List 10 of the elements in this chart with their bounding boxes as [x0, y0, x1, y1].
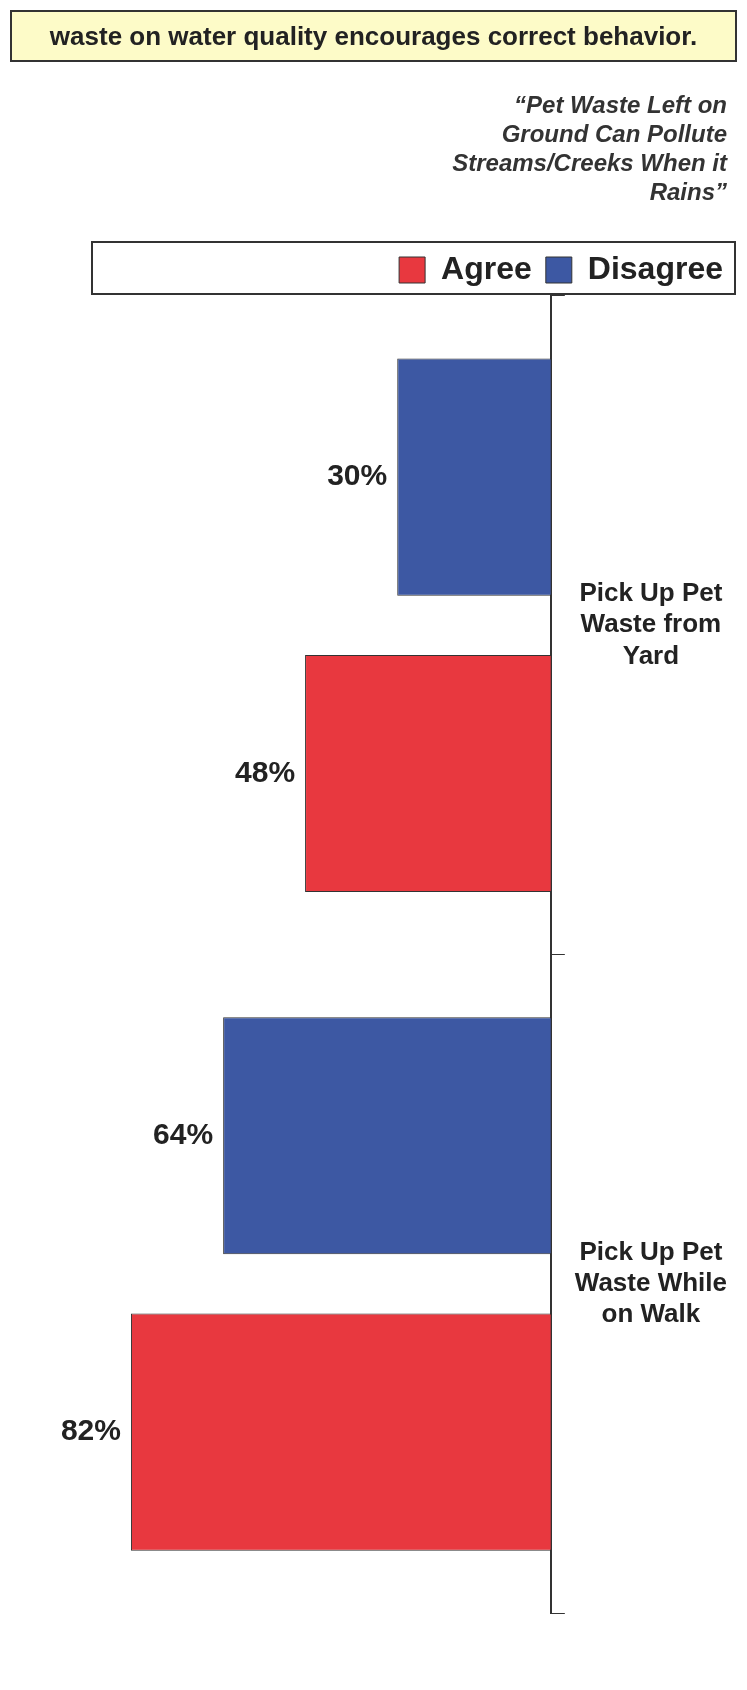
- y-tick-label: Pick Up Pet Waste from Yard: [579, 577, 723, 670]
- legend-label: Agree: [441, 249, 532, 286]
- legend-label: Disagree: [587, 249, 723, 286]
- data-label: 64%: [153, 1116, 214, 1150]
- data-label: 30%: [327, 458, 388, 492]
- y-tick-label: Pick Up Pet Waste While on Walk: [574, 1235, 727, 1329]
- text: “Pet Waste Left on Ground Can Pollute Streams/Creeks When it Rains”: [451, 90, 727, 206]
- data-label: 48%: [235, 754, 296, 788]
- data-label: 82%: [60, 1413, 121, 1447]
- chart-title: waste on water quality encourages correct behavior.: [10, 10, 737, 62]
